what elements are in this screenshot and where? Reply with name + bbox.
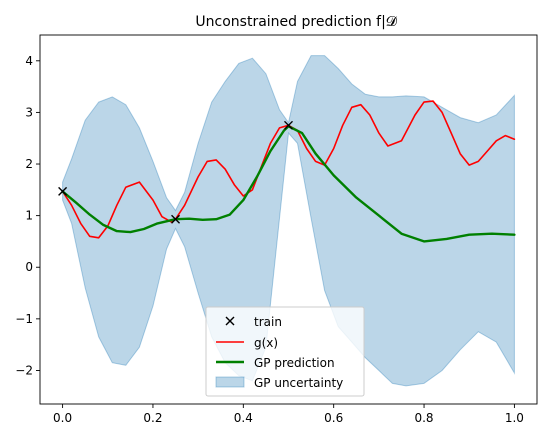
legend-label-g: g(x)	[254, 336, 278, 350]
train-points-layer	[58, 120, 293, 224]
y-tick-label: 1	[25, 209, 33, 223]
x-axis: 0.0 0.2 0.4 0.6 0.8 1.0	[53, 404, 524, 425]
legend-uncertainty-swatch	[215, 376, 245, 388]
uncertainty-band-layer	[62, 55, 515, 387]
y-tick-label: 0	[25, 260, 33, 274]
y-tick-label: 2	[25, 157, 33, 171]
legend-train-marker	[225, 316, 235, 326]
x-tick-label: 0.6	[324, 411, 343, 425]
x-tick-label: 0.2	[143, 411, 162, 425]
x-tick-label: 0.0	[53, 411, 72, 425]
legend-box	[205, 306, 365, 397]
train-point	[58, 186, 68, 196]
y-tick-label: 4	[25, 54, 33, 68]
legend-label-uncertainty: GP uncertainty	[254, 376, 343, 390]
legend-label-gp: GP prediction	[254, 356, 335, 370]
train-point	[171, 214, 181, 224]
y-tick-label: −1	[15, 312, 33, 326]
chart-title: Unconstrained prediction f|𝓓	[195, 14, 397, 30]
gp-uncertainty-band	[62, 55, 515, 387]
legend: train g(x) GP prediction GP uncertainty	[205, 306, 365, 397]
x-tick-label: 0.8	[414, 411, 433, 425]
y-tick-label: −2	[15, 363, 33, 377]
gp-prediction-series-line	[61, 125, 516, 243]
x-tick-label: 1.0	[505, 411, 524, 425]
y-tick-label: 3	[25, 105, 33, 119]
y-axis: −2 −1 0 1 2 3 4	[15, 54, 40, 377]
x-tick-label: 0.4	[234, 411, 253, 425]
legend-label-train: train	[254, 315, 282, 329]
plot-frame	[39, 34, 538, 405]
train-point	[284, 120, 293, 130]
